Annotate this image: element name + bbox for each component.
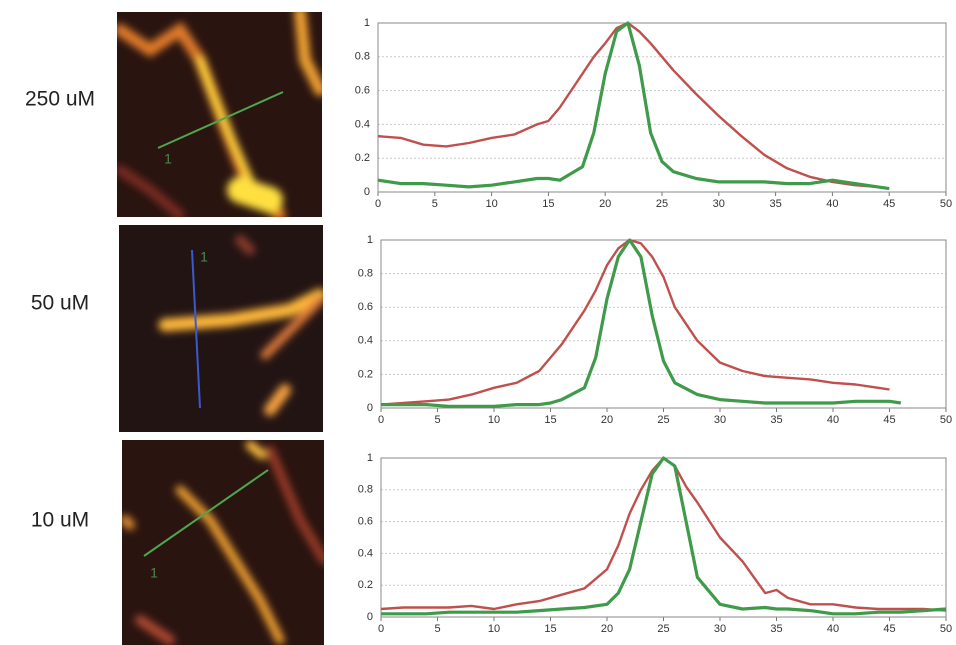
- x-tick-label: 50: [940, 623, 952, 635]
- x-tick-label: 45: [883, 198, 895, 210]
- x-tick-label: 5: [434, 414, 440, 426]
- y-tick-label: 1: [367, 234, 373, 246]
- x-tick-label: 25: [657, 623, 669, 635]
- y-tick-label: 0.6: [358, 301, 373, 313]
- x-tick-label: 0: [378, 623, 384, 635]
- y-tick-label: 0.4: [355, 118, 370, 130]
- y-tick-label: 0.4: [358, 547, 373, 559]
- y-tick-label: 0.8: [355, 51, 370, 63]
- series-line: [381, 238, 902, 408]
- row-label: 10 uM: [31, 509, 89, 532]
- x-tick-label: 45: [883, 623, 895, 635]
- image-annotation: 1: [164, 151, 172, 167]
- row-label: 250 uM: [25, 88, 95, 111]
- y-tick-label: 0: [367, 611, 373, 623]
- x-tick-label: 20: [601, 414, 613, 426]
- image-annotation: 1: [200, 249, 208, 265]
- y-tick-label: 0: [367, 402, 373, 414]
- x-tick-label: 5: [434, 623, 440, 635]
- y-tick-label: 0: [364, 186, 370, 198]
- x-tick-label: 15: [544, 623, 556, 635]
- plot-frame: [380, 239, 947, 409]
- plot-frame: [377, 22, 947, 193]
- y-tick-label: 0.8: [358, 268, 373, 280]
- y-tick-label: 0.2: [358, 368, 373, 380]
- series-line: [380, 238, 890, 406]
- x-tick-label: 15: [544, 414, 556, 426]
- micrograph: [119, 225, 323, 432]
- row-label: 50 uM: [31, 292, 89, 315]
- plot-frame: [380, 457, 947, 618]
- x-tick-label: 35: [770, 623, 782, 635]
- x-tick-label: 15: [542, 198, 554, 210]
- y-tick-label: 0.6: [355, 85, 370, 97]
- series-line: [381, 456, 947, 616]
- series-line: [377, 21, 890, 191]
- x-tick-label: 10: [485, 198, 497, 210]
- x-tick-label: 20: [601, 623, 613, 635]
- y-tick-label: 0.2: [358, 579, 373, 591]
- x-tick-label: 25: [656, 198, 668, 210]
- series-line: [380, 456, 947, 612]
- x-tick-label: 45: [883, 414, 895, 426]
- y-tick-label: 0.6: [358, 516, 373, 528]
- x-tick-label: 25: [657, 414, 669, 426]
- x-tick-label: 5: [432, 198, 438, 210]
- y-tick-label: 1: [367, 452, 373, 464]
- image-annotation: 1: [150, 565, 158, 581]
- x-tick-label: 35: [770, 414, 782, 426]
- x-tick-label: 20: [599, 198, 611, 210]
- y-tick-label: 0.2: [355, 152, 370, 164]
- y-tick-label: 1: [364, 17, 370, 29]
- x-tick-label: 35: [769, 198, 781, 210]
- micrograph: [122, 440, 324, 645]
- x-tick-label: 10: [488, 414, 500, 426]
- x-tick-label: 0: [378, 414, 384, 426]
- x-tick-label: 50: [940, 198, 952, 210]
- x-tick-label: 30: [714, 623, 726, 635]
- x-tick-label: 0: [375, 198, 381, 210]
- y-tick-label: 0.8: [358, 484, 373, 496]
- x-tick-label: 40: [826, 198, 838, 210]
- x-tick-label: 40: [827, 414, 839, 426]
- x-tick-label: 30: [714, 414, 726, 426]
- x-tick-label: 10: [488, 623, 500, 635]
- y-tick-label: 0.4: [358, 335, 373, 347]
- x-tick-label: 50: [940, 414, 952, 426]
- micrograph: [117, 12, 322, 217]
- x-tick-label: 30: [713, 198, 725, 210]
- x-tick-label: 40: [827, 623, 839, 635]
